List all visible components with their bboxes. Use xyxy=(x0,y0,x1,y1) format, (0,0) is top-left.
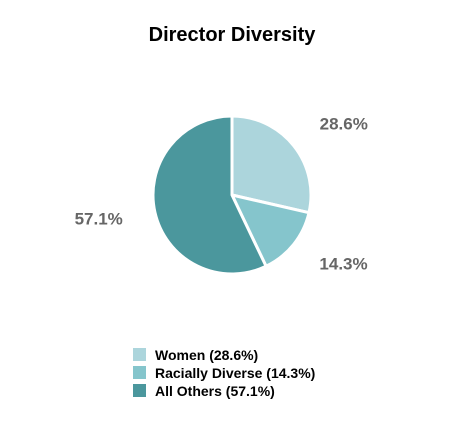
legend-swatch-racially-diverse xyxy=(133,366,146,379)
data-label-racially-diverse: 14.3% xyxy=(319,255,367,274)
data-label-women: 28.6% xyxy=(320,115,368,134)
pie-slice-all-others xyxy=(151,114,268,276)
legend-item-racially-diverse: Racially Diverse (14.3%) xyxy=(133,364,315,381)
legend-item-all-others: All Others (57.1%) xyxy=(133,382,315,399)
legend-label-all-others: All Others (57.1%) xyxy=(155,382,275,399)
legend-label-women: Women (28.6%) xyxy=(155,346,259,363)
chart-legend: Women (28.6%) Racially Diverse (14.3%) A… xyxy=(133,346,315,400)
legend-label-racially-diverse: Racially Diverse (14.3%) xyxy=(155,364,316,381)
pie-slice-women xyxy=(230,114,313,215)
data-label-all-others: 57.1% xyxy=(75,209,123,228)
legend-swatch-women xyxy=(133,348,146,361)
chart-title: Director Diversity xyxy=(148,24,316,46)
legend-item-women: Women (28.6%) xyxy=(133,346,315,363)
legend-swatch-all-others xyxy=(133,384,146,397)
pie-slice-racially-diverse xyxy=(230,193,311,268)
